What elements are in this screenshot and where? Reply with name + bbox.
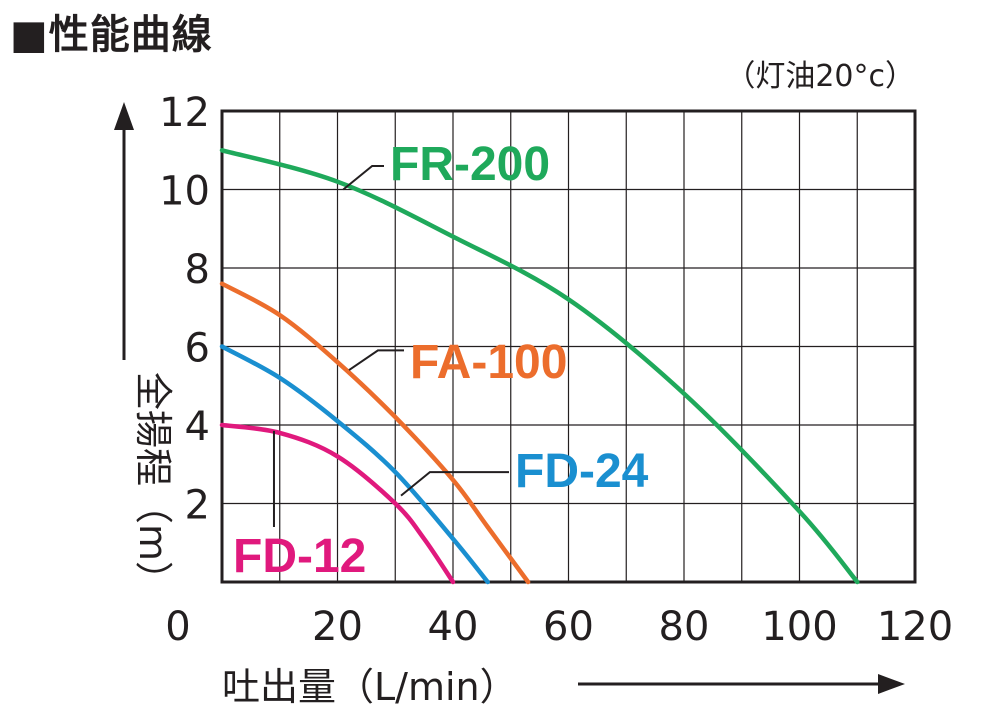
series-labels: FR-200 FA-100 FD-24 FD-12 bbox=[233, 138, 649, 583]
x-tick-labels: 0 20 40 60 80 100 120 bbox=[165, 604, 953, 650]
page-title: ■性能曲線 bbox=[10, 12, 213, 58]
series-label-fr-200: FR-200 bbox=[390, 138, 550, 191]
series-label-fa-100: FA-100 bbox=[410, 336, 567, 389]
y-tick-labels: 2 4 6 8 10 12 bbox=[159, 90, 210, 529]
y-axis-label: 全揚程（m） bbox=[131, 372, 175, 599]
x-axis-arrow-icon bbox=[578, 674, 905, 694]
y-tick-label: 12 bbox=[159, 90, 210, 136]
series-line-fd-12 bbox=[219, 422, 456, 585]
temperature-note: （灯油20°c） bbox=[725, 59, 915, 94]
y-tick-label: 6 bbox=[185, 326, 210, 372]
series-label-fd-12: FD-12 bbox=[233, 530, 366, 583]
x-tick-label: 60 bbox=[543, 604, 594, 650]
series-lines bbox=[219, 148, 860, 585]
x-tick-label: 40 bbox=[428, 604, 479, 650]
x-tick-label: 80 bbox=[659, 604, 710, 650]
leader-line bbox=[342, 164, 384, 191]
x-tick-label: 120 bbox=[877, 604, 953, 650]
x-axis-label: 吐出量（L/min） bbox=[222, 665, 518, 709]
x-tick-label: 20 bbox=[312, 604, 363, 650]
series-label-fd-24: FD-24 bbox=[515, 445, 649, 498]
y-tick-label: 4 bbox=[185, 404, 210, 450]
y-tick-label: 8 bbox=[185, 247, 210, 293]
x-tick-label: 100 bbox=[761, 604, 837, 650]
leader-line bbox=[400, 471, 509, 497]
leader-line bbox=[348, 349, 404, 371]
x-tick-label: 0 bbox=[165, 604, 190, 650]
y-tick-label: 10 bbox=[159, 169, 210, 215]
grid bbox=[222, 111, 915, 582]
series-line-fa-100 bbox=[219, 281, 531, 585]
y-tick-label: 2 bbox=[185, 483, 210, 529]
series-line-fr-200 bbox=[219, 148, 860, 585]
series-line-fd-24 bbox=[219, 344, 490, 585]
y-axis-arrow-icon bbox=[114, 102, 134, 360]
